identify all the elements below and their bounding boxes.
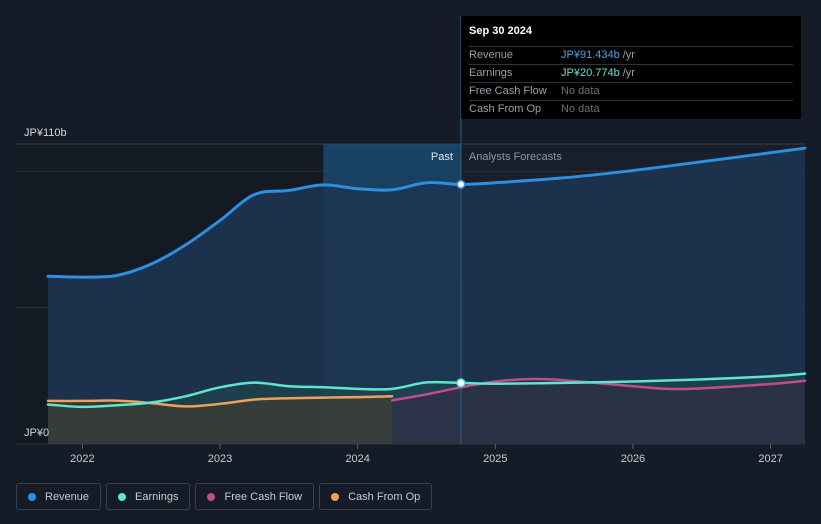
legend-item-cash-from-op[interactable]: Cash From Op — [319, 483, 433, 510]
tooltip-label: Earnings — [469, 67, 513, 79]
tooltip-row-cash-from-op: Cash From Op No data — [469, 101, 793, 118]
tooltip-row-earnings: Earnings JP¥20.774b /yr — [469, 65, 793, 83]
x-tick-label: 2026 — [621, 453, 645, 465]
tooltip-value: No data — [561, 103, 600, 115]
legend-dot-icon — [207, 492, 216, 501]
marker-earnings — [456, 378, 466, 388]
tooltip-label: Revenue — [469, 49, 514, 61]
line-revenue — [46, 146, 807, 279]
y-axis-top-label: JP¥110b — [24, 127, 67, 139]
legend-dot-icon — [118, 492, 127, 501]
x-tick-label: 2027 — [758, 453, 782, 465]
x-tick-label: 2022 — [70, 453, 94, 465]
area-revenue — [48, 148, 805, 444]
marker-revenue — [456, 179, 466, 189]
tooltip-unit: /yr — [622, 67, 635, 79]
legend-label: Revenue — [45, 490, 90, 503]
tooltip-value: JP¥91.434b — [561, 49, 620, 61]
tooltip-label: Free Cash Flow — [469, 85, 547, 97]
tooltip-unit: /yr — [622, 49, 635, 61]
tooltip-row-revenue: Revenue JP¥91.434b /yr — [469, 47, 793, 65]
legend-label: Earnings — [135, 490, 179, 503]
line-earnings — [46, 372, 807, 409]
tooltip-row-free-cash-flow: Free Cash Flow No data — [469, 83, 793, 101]
legend-label: Free Cash Flow — [224, 490, 303, 503]
legend-item-revenue[interactable]: Revenue — [16, 483, 102, 510]
past-label: Past — [431, 151, 453, 163]
tooltip-date: Sep 30 2024 — [469, 24, 793, 47]
legend-dot-icon — [331, 492, 340, 501]
legend-item-free-cash-flow[interactable]: Free Cash Flow — [195, 483, 315, 510]
x-tick-label: 2024 — [345, 453, 369, 465]
area-cash-from-op — [48, 396, 393, 444]
line-free-cash-flow — [390, 377, 807, 402]
area-free-cash-flow — [392, 379, 805, 444]
tooltip-label: Cash From Op — [469, 103, 542, 115]
forecast-label: Analysts Forecasts — [469, 151, 562, 163]
tooltip-value: JP¥20.774b — [561, 67, 620, 79]
legend-label: Cash From Op — [348, 490, 421, 503]
line-cash-from-op — [46, 395, 394, 408]
tooltip-panel: Sep 30 2024 Revenue JP¥91.434b /yr Earni… — [461, 16, 801, 119]
tooltip-value: No data — [561, 85, 600, 97]
legend: Revenue Earnings Free Cash Flow Cash Fro… — [16, 483, 433, 510]
legend-dot-icon — [28, 492, 36, 501]
y-axis-bottom-label: JP¥0 — [24, 427, 49, 439]
legend-item-earnings[interactable]: Earnings — [106, 483, 191, 510]
x-tick-label: 2023 — [208, 453, 232, 465]
x-tick-label: 2025 — [483, 453, 507, 465]
